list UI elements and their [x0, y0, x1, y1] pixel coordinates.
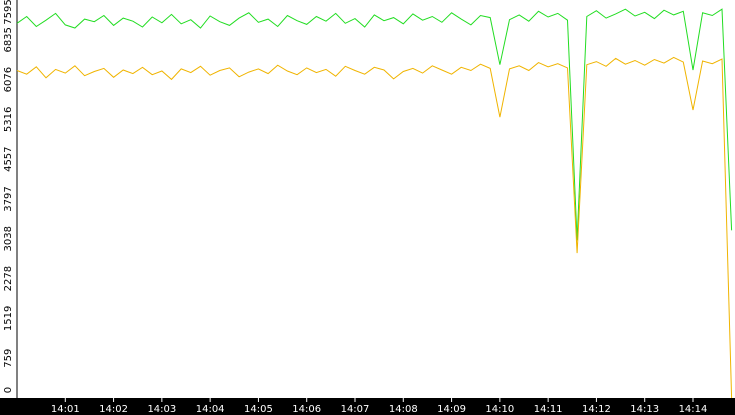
- x-tick-label: 14:12: [582, 404, 611, 415]
- x-tick-label: 14:06: [292, 404, 321, 415]
- x-tick-label: 14:09: [437, 404, 466, 415]
- series-line: [16, 8, 733, 241]
- y-tick-label: 759: [3, 349, 14, 368]
- y-tick-label: 6076: [3, 67, 14, 92]
- y-tick-label: 3797: [3, 186, 14, 211]
- y-tick-label: 4557: [3, 146, 14, 171]
- x-tick-label: 14:13: [630, 404, 659, 415]
- x-tick-label: 14:08: [389, 404, 418, 415]
- y-tick-label: 2278: [3, 266, 14, 291]
- x-tick-label: 14:14: [679, 404, 708, 415]
- y-tick-label: 3038: [3, 226, 14, 251]
- x-tick-label: 14:04: [196, 404, 225, 415]
- y-tick-label: 0: [3, 387, 14, 393]
- x-tick-label: 14:01: [51, 404, 80, 415]
- x-tick-label: 14:02: [99, 404, 128, 415]
- x-tick-label: 14:11: [534, 404, 563, 415]
- x-tick-label: 14:07: [341, 404, 370, 415]
- y-tick-label: 5316: [3, 107, 14, 132]
- y-tick-label: 6835: [3, 27, 14, 52]
- y-tick-label: 7595: [3, 0, 14, 25]
- y-tick-label: 1519: [3, 306, 14, 331]
- x-tick-label: 14:10: [485, 404, 514, 415]
- x-tick-label: 14:05: [244, 404, 273, 415]
- x-axis-bar: [0, 398, 735, 415]
- x-tick-label: 14:03: [147, 404, 176, 415]
- series-line: [16, 56, 733, 399]
